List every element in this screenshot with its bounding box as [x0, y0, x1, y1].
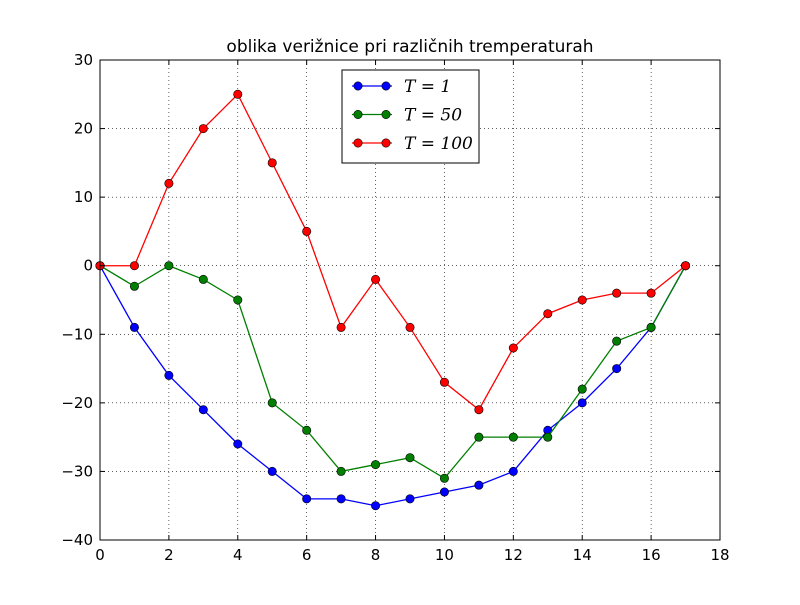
x-tick-label: 6	[302, 546, 312, 564]
data-point-t-100	[681, 261, 691, 271]
data-point-t-1	[267, 466, 277, 476]
data-point-t-100	[508, 343, 518, 353]
data-point-t-100	[198, 124, 208, 134]
data-point-t-50	[577, 384, 587, 394]
axis-ticks: 0 2 4 6 8 10 12 14 16 18 −40 −30 −20 −10 0 10 20 30	[61, 51, 729, 564]
y-tick-label: 30	[74, 51, 93, 69]
data-point-t-1	[371, 501, 381, 511]
data-point-t-1	[612, 364, 622, 374]
data-point-t-100	[129, 261, 139, 271]
data-point-t-50	[302, 425, 312, 435]
x-tick-label: 18	[710, 546, 729, 564]
x-tick-label: 8	[371, 546, 381, 564]
plot-series	[95, 89, 691, 511]
x-tick-label: 0	[95, 546, 105, 564]
y-tick-label: −20	[61, 394, 93, 412]
data-point-t-100	[474, 405, 484, 415]
series-line-t-50	[99, 264, 687, 480]
data-point-t-50	[474, 432, 484, 442]
data-point-t-50	[336, 466, 346, 476]
legend-marker	[353, 81, 363, 91]
data-point-t-50	[508, 432, 518, 442]
chart-title: oblika verižnice pri različnih tremperat…	[226, 37, 593, 57]
y-tick-label: 20	[74, 120, 93, 138]
data-point-t-1	[336, 494, 346, 504]
legend-marker	[381, 138, 391, 148]
series-line-t-1	[99, 265, 687, 507]
data-point-t-50	[439, 473, 449, 483]
data-point-t-50	[646, 322, 656, 332]
data-point-t-100	[543, 309, 553, 319]
data-point-t-50	[371, 460, 381, 470]
data-point-t-1	[302, 494, 312, 504]
data-point-t-50	[405, 453, 415, 463]
legend-marker	[353, 110, 363, 120]
x-tick-label: 4	[233, 546, 243, 564]
legend: T = 1 T = 50 T = 100	[341, 69, 480, 164]
data-point-t-1	[474, 480, 484, 490]
x-tick-label: 10	[435, 546, 454, 564]
data-point-t-100	[439, 377, 449, 387]
data-point-t-1	[439, 487, 449, 497]
data-point-t-50	[164, 261, 174, 271]
data-point-t-1	[164, 370, 174, 380]
data-point-t-100	[233, 89, 243, 99]
data-point-t-1	[508, 466, 518, 476]
y-tick-label: 0	[83, 257, 93, 275]
plot-frame	[99, 59, 721, 541]
legend-label: T = 50	[404, 106, 462, 126]
data-point-t-100	[577, 295, 587, 305]
data-point-t-50	[129, 281, 139, 291]
data-point-t-1	[198, 405, 208, 415]
x-tick-label: 12	[504, 546, 523, 564]
legend-marker	[353, 138, 363, 148]
x-tick-label: 2	[164, 546, 174, 564]
data-point-t-50	[267, 398, 277, 408]
data-point-t-100	[612, 288, 622, 298]
y-tick-label: 10	[74, 188, 93, 206]
data-point-t-100	[267, 158, 277, 168]
legend-marker	[381, 110, 391, 120]
data-point-t-100	[646, 288, 656, 298]
data-point-t-50	[543, 432, 553, 442]
series-line-t-100	[100, 93, 686, 411]
data-point-t-100	[371, 274, 381, 284]
data-point-t-1	[129, 322, 139, 332]
x-tick-label: 14	[573, 546, 592, 564]
y-tick-label: −10	[61, 325, 93, 343]
data-point-t-50	[198, 274, 208, 284]
legend-label: T = 1	[404, 77, 451, 97]
y-tick-label: −30	[61, 462, 93, 480]
x-tick-label: 16	[642, 546, 661, 564]
data-point-t-1	[405, 494, 415, 504]
y-tick-label: −40	[61, 531, 93, 549]
data-point-t-1	[233, 439, 243, 449]
data-point-t-100	[336, 322, 346, 332]
legend-marker	[381, 81, 391, 91]
data-point-t-1	[577, 398, 587, 408]
data-point-t-100	[405, 322, 415, 332]
data-point-t-100	[302, 226, 312, 236]
data-point-t-100	[164, 178, 174, 188]
data-point-t-50	[612, 336, 622, 346]
legend-label: T = 100	[404, 134, 473, 154]
data-point-t-50	[233, 295, 243, 305]
